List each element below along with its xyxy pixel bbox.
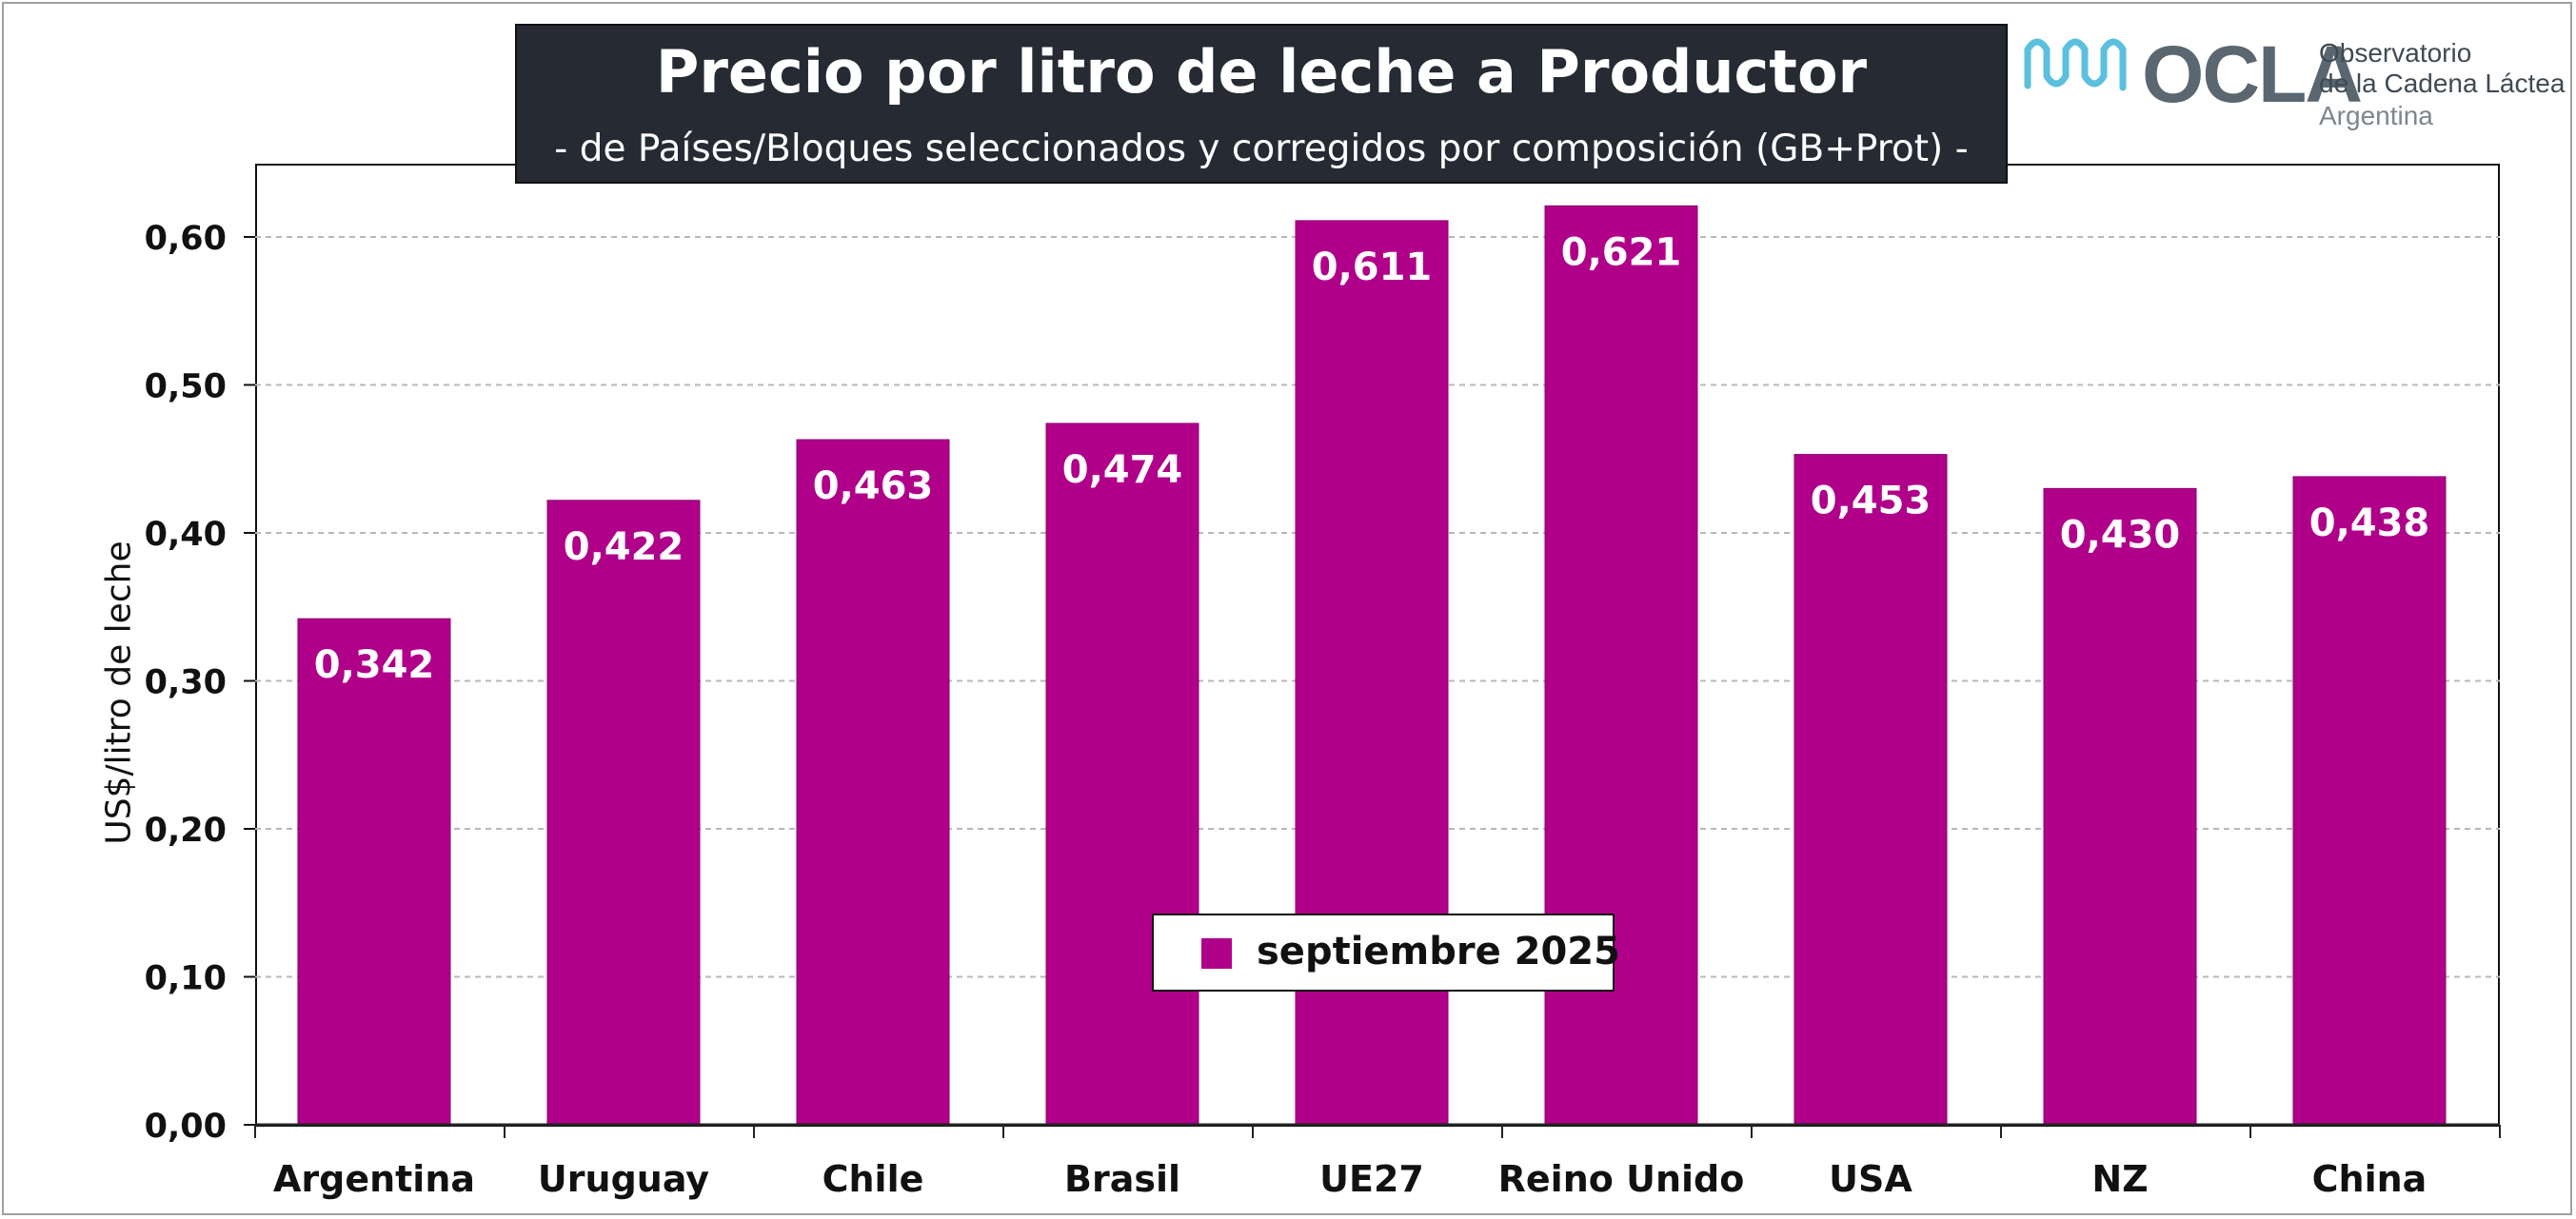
bar [796, 439, 950, 1126]
bar [2292, 476, 2447, 1126]
title-banner: Precio por litro de leche a Productor - … [515, 24, 2008, 184]
bar [1045, 423, 1199, 1126]
data-label: 0,453 [1811, 480, 1932, 523]
logo-line-3: Argentina [2319, 101, 2433, 130]
bar [1793, 454, 1948, 1126]
x-tick-label: Brasil [1064, 1158, 1180, 1200]
logo-wordmark: OCLA [2142, 29, 2363, 119]
x-tick-label: Reino Unido [1498, 1158, 1745, 1200]
logo-line-2: de la Cadena Láctea [2319, 69, 2566, 98]
y-tick-label: 0,00 [145, 1108, 227, 1146]
chart-title: Precio por litro de leche a Productor [655, 37, 1868, 107]
y-tick-label: 0,10 [145, 960, 227, 998]
chart-subtitle: - de Países/Bloques seleccionados y corr… [554, 128, 1969, 170]
x-tick-label: NZ [2091, 1158, 2148, 1200]
bar [297, 618, 451, 1126]
bar [2043, 487, 2197, 1126]
data-label: 0,621 [1561, 230, 1682, 274]
y-tick-label: 0,60 [145, 220, 227, 258]
legend: septiembre 2025 [1152, 914, 1620, 992]
y-tick-label: 0,50 [145, 368, 227, 406]
y-axis-label: US$/litro de leche [99, 541, 139, 845]
milk-wave-icon [2024, 38, 2127, 91]
y-tick-label: 0,40 [145, 516, 227, 554]
y-tick-label: 0,30 [145, 664, 227, 702]
x-tick-label: Argentina [273, 1158, 475, 1200]
bar [546, 500, 701, 1126]
x-tick-label: UE27 [1319, 1158, 1424, 1200]
legend-label: septiembre 2025 [1257, 930, 1620, 973]
data-label: 0,342 [314, 643, 435, 687]
x-tick-label: Chile [822, 1158, 924, 1200]
x-tick-label: Uruguay [538, 1158, 709, 1200]
data-label: 0,463 [813, 464, 934, 508]
legend-swatch [1201, 938, 1232, 969]
y-tick-label: 0,20 [145, 812, 227, 850]
data-label: 0,438 [2309, 501, 2430, 545]
x-tick-label: China [2312, 1158, 2427, 1200]
data-label: 0,422 [564, 525, 684, 569]
ocla-logo: OCLA Observatorio de la Cadena Láctea Ar… [2018, 27, 2570, 150]
logo-line-1: Observatorio [2319, 38, 2472, 68]
x-tick-label: USA [1829, 1158, 1912, 1200]
data-label: 0,474 [1062, 448, 1183, 492]
data-label: 0,611 [1312, 246, 1433, 289]
data-label: 0,430 [2060, 513, 2181, 557]
